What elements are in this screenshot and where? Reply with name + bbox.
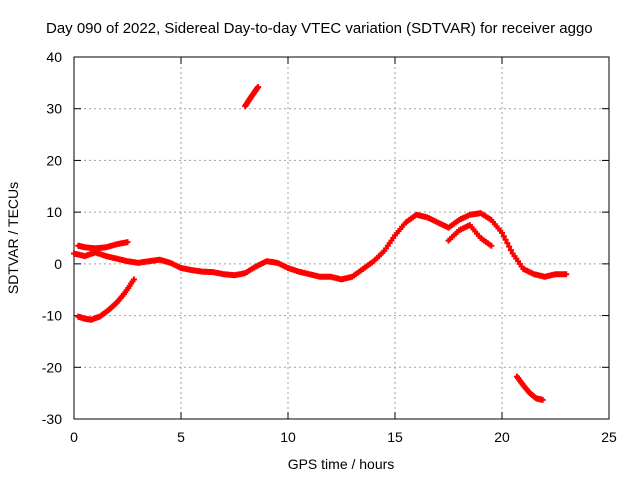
data-point bbox=[506, 243, 513, 250]
x-tick-label: 0 bbox=[70, 429, 78, 445]
series-track-lower-early bbox=[75, 276, 137, 323]
data-point bbox=[563, 271, 570, 278]
y-tick-label: -10 bbox=[42, 308, 62, 324]
y-tick-label: 20 bbox=[46, 152, 62, 168]
data-point bbox=[255, 83, 262, 90]
x-tick-label: 20 bbox=[494, 429, 510, 445]
data-point bbox=[130, 276, 137, 283]
y-tick-label: -30 bbox=[42, 411, 62, 427]
y-tick-label: 10 bbox=[46, 204, 62, 220]
y-tick-label: 30 bbox=[46, 101, 62, 117]
y-tick-label: 0 bbox=[54, 256, 62, 272]
series-track-main bbox=[71, 210, 570, 283]
series-track-late-branch bbox=[445, 222, 495, 249]
data-point bbox=[507, 247, 514, 254]
series-track-upper-early bbox=[75, 239, 131, 252]
data-point bbox=[502, 236, 509, 243]
plot-frame bbox=[73, 56, 610, 420]
y-tick-label: 40 bbox=[46, 49, 62, 65]
series-track-high-segment bbox=[242, 83, 262, 110]
y-tick-label: -20 bbox=[42, 359, 62, 375]
data-point bbox=[124, 239, 131, 246]
grid bbox=[74, 57, 609, 419]
data-points bbox=[71, 83, 570, 403]
data-point bbox=[488, 242, 495, 249]
axis-ticks: 0 5 10 15 20 25 -30 -20 -10 0 10 20 30 40 bbox=[42, 49, 617, 445]
data-point bbox=[499, 229, 505, 236]
chart-title: Day 090 of 2022, Sidereal Day-to-day VTE… bbox=[46, 20, 593, 37]
x-tick-label: 5 bbox=[177, 429, 185, 445]
data-point bbox=[504, 240, 511, 247]
x-tick-label: 25 bbox=[601, 429, 617, 445]
y-axis-label: SDTVAR / TECUs bbox=[5, 182, 21, 294]
x-axis-label: GPS time / hours bbox=[288, 456, 395, 472]
x-tick-label: 10 bbox=[280, 429, 296, 445]
series-track-late-low bbox=[513, 373, 546, 403]
data-point bbox=[539, 396, 546, 403]
x-tick-label: 15 bbox=[387, 429, 403, 445]
data-point bbox=[500, 233, 507, 240]
